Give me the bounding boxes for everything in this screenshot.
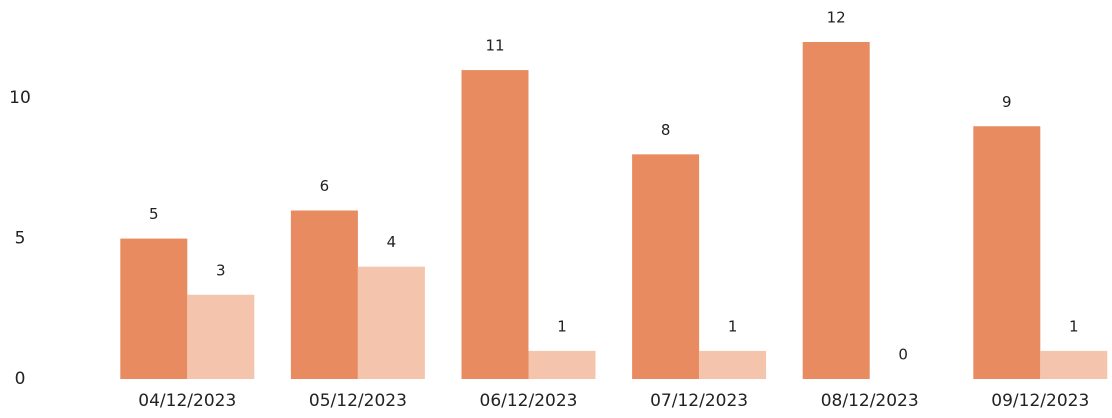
value-label: 6 xyxy=(320,177,330,195)
y-tick-label: 5 xyxy=(15,229,26,249)
bar xyxy=(290,210,358,379)
bar xyxy=(357,266,425,379)
bar xyxy=(528,350,596,379)
bar xyxy=(802,42,870,379)
value-label: 11 xyxy=(485,37,504,55)
bar xyxy=(187,294,255,379)
y-tick-label: 10 xyxy=(9,88,31,108)
y-tick-label: 0 xyxy=(15,369,26,389)
value-label: 1 xyxy=(557,317,567,335)
value-label: 1 xyxy=(728,317,738,335)
value-label: 1 xyxy=(1069,317,1079,335)
x-tick-label: 06/12/2023 xyxy=(480,391,578,411)
value-label: 12 xyxy=(827,9,846,27)
x-tick-label: 04/12/2023 xyxy=(138,391,236,411)
bar xyxy=(120,238,188,379)
value-label: 8 xyxy=(661,121,671,139)
bar xyxy=(632,154,700,379)
value-label: 0 xyxy=(898,346,908,364)
value-label: 4 xyxy=(387,233,397,251)
bar xyxy=(1040,350,1108,379)
value-label: 9 xyxy=(1002,93,1012,111)
x-tick-label: 07/12/2023 xyxy=(650,391,748,411)
value-label: 3 xyxy=(216,261,226,279)
x-tick-label: 05/12/2023 xyxy=(309,391,407,411)
x-tick-label: 09/12/2023 xyxy=(991,391,1089,411)
bar xyxy=(699,350,767,379)
bar xyxy=(461,70,529,379)
bar xyxy=(973,126,1041,379)
x-tick-label: 08/12/2023 xyxy=(821,391,919,411)
value-label: 5 xyxy=(149,205,159,223)
